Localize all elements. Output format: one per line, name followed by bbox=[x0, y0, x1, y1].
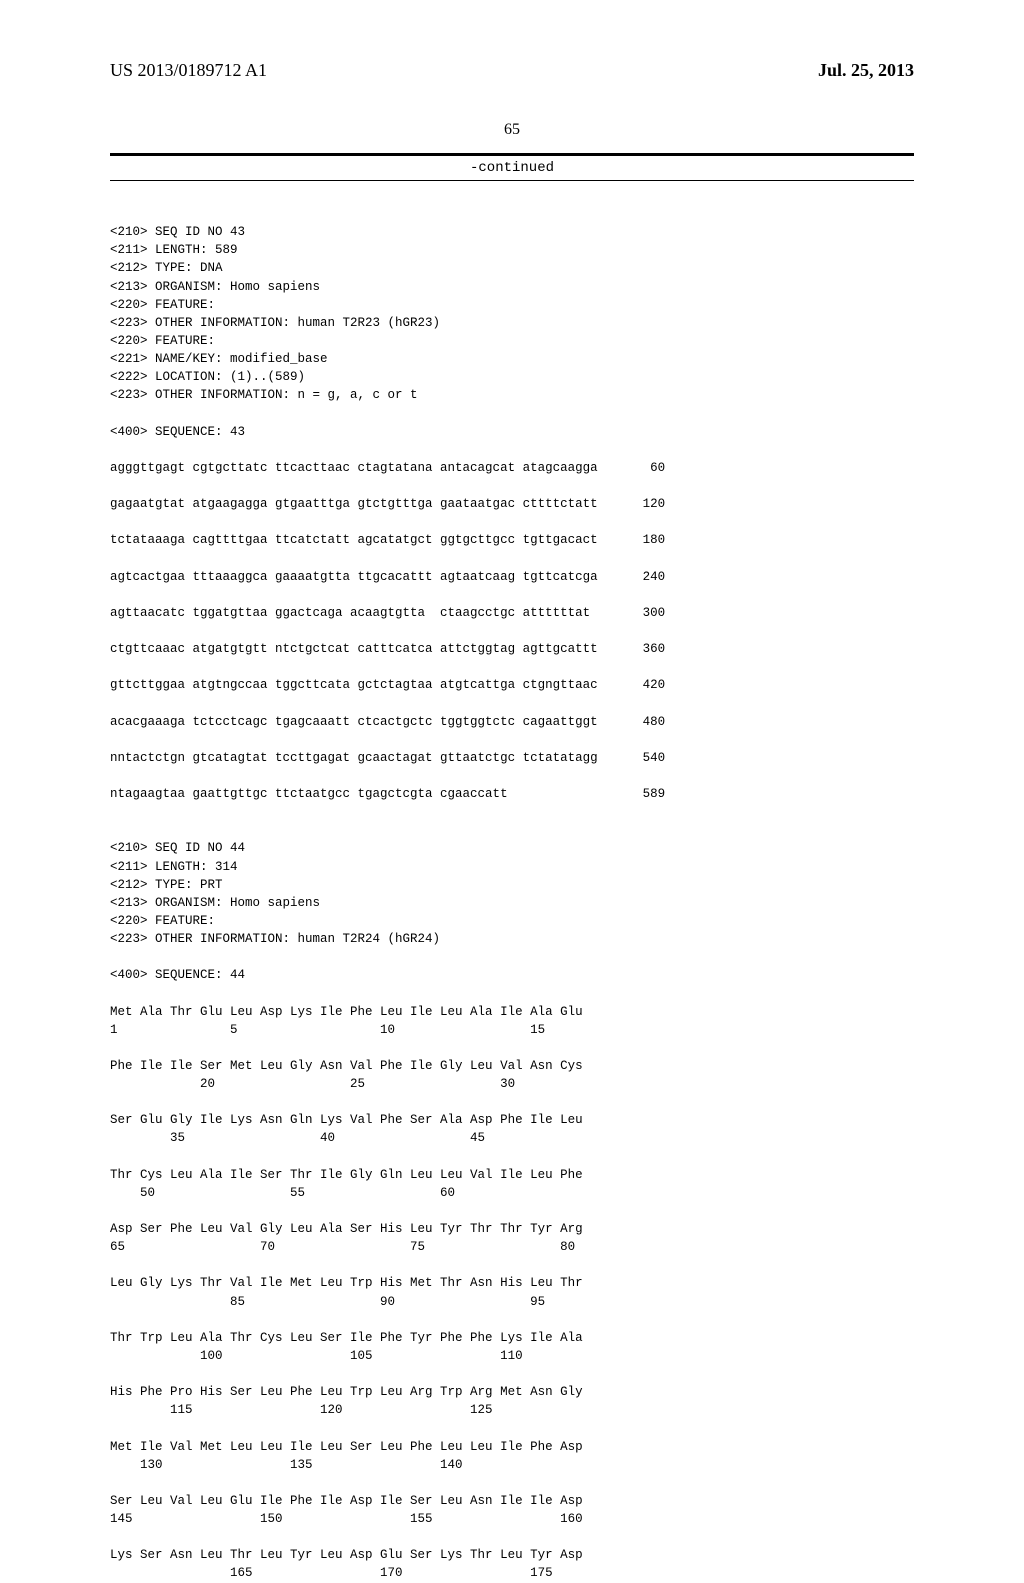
continued-label: -continued bbox=[110, 160, 914, 176]
publication-date: Jul. 25, 2013 bbox=[818, 60, 914, 81]
divider-top-thin bbox=[110, 180, 914, 181]
publication-number: US 2013/0189712 A1 bbox=[110, 60, 267, 81]
page-number: 65 bbox=[110, 121, 914, 139]
page: US 2013/0189712 A1 Jul. 25, 2013 65 -con… bbox=[0, 0, 1024, 1320]
divider-top-thick bbox=[110, 153, 914, 156]
page-header: US 2013/0189712 A1 Jul. 25, 2013 bbox=[110, 60, 914, 81]
sequence-listing: <210> SEQ ID NO 43 <211> LENGTH: 589 <21… bbox=[110, 205, 914, 1583]
